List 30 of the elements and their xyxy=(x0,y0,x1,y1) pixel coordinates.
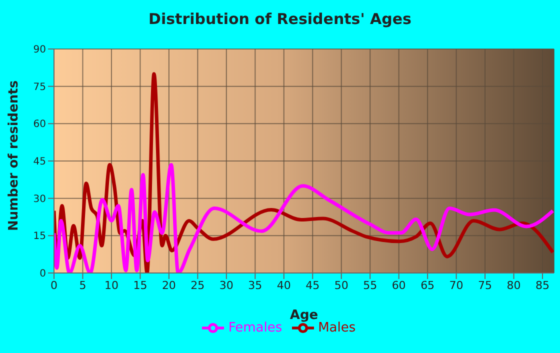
x-tick-label: 30 xyxy=(219,278,234,292)
x-tick-label: 15 xyxy=(133,278,148,292)
x-tick-label: 65 xyxy=(420,278,435,292)
x-tick-label: 60 xyxy=(392,278,406,292)
x-tick-label: 20 xyxy=(162,278,176,292)
y-tick-label: 45 xyxy=(33,156,46,168)
y-tick-label: 60 xyxy=(33,119,46,130)
x-tick-label: 75 xyxy=(478,278,492,292)
x-tick-label: 10 xyxy=(104,278,118,292)
y-tick-label: 0 xyxy=(40,268,46,280)
x-tick-label: 55 xyxy=(363,278,378,292)
legend-label: Females xyxy=(228,320,282,336)
x-tick-label: 40 xyxy=(276,278,291,292)
x-axis-title: Age xyxy=(290,308,318,323)
y-tick-label: 75 xyxy=(33,82,46,93)
x-tick-label: 80 xyxy=(506,278,521,292)
y-tick-label: 30 xyxy=(33,194,46,205)
y-axis-title: Number of residents xyxy=(6,80,22,231)
x-tick-label: 0 xyxy=(50,278,58,292)
x-tick-label: 70 xyxy=(449,278,464,292)
legend-label: Males xyxy=(318,320,356,336)
x-tick-label: 50 xyxy=(334,278,348,292)
x-tick-label: 5 xyxy=(79,278,86,292)
x-tick-label: 45 xyxy=(306,278,320,292)
chart-title: Distribution of Residents' Ages xyxy=(148,10,412,28)
y-tick-label: 15 xyxy=(33,231,46,242)
x-tick-label: 85 xyxy=(536,278,550,292)
x-tick-label: 35 xyxy=(248,278,262,292)
x-tick-label: 25 xyxy=(190,278,205,292)
y-tick-label: 90 xyxy=(33,44,46,56)
